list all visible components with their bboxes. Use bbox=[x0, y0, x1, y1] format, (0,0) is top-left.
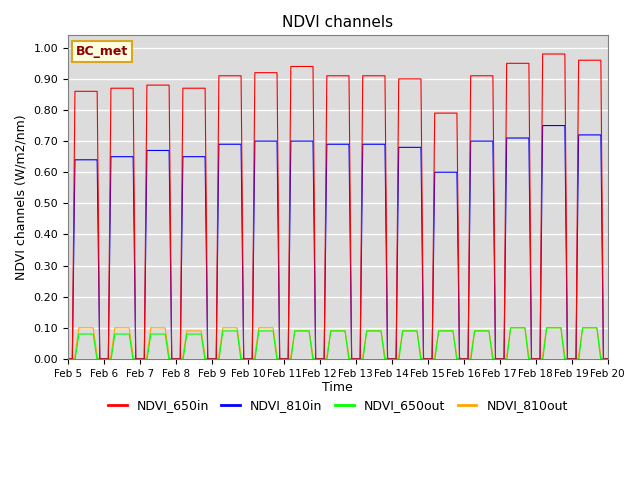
NDVI_650in bbox=[180, 85, 188, 91]
NDVI_650out bbox=[174, 356, 182, 362]
NDVI_810out bbox=[174, 356, 182, 362]
NDVI_810out bbox=[266, 325, 274, 331]
NDVI_650in bbox=[174, 356, 182, 362]
NDVI_810in bbox=[174, 356, 182, 362]
NDVI_650in bbox=[489, 73, 497, 79]
NDVI_650out bbox=[507, 325, 515, 331]
NDVI_810in bbox=[604, 356, 612, 362]
NDVI_810in bbox=[539, 123, 547, 129]
NDVI_810out bbox=[64, 356, 72, 362]
NDVI_650in bbox=[266, 70, 274, 75]
Line: NDVI_810out: NDVI_810out bbox=[68, 328, 608, 359]
Line: NDVI_650in: NDVI_650in bbox=[68, 54, 608, 359]
NDVI_650out bbox=[180, 354, 188, 360]
NDVI_810in bbox=[489, 138, 497, 144]
Text: BC_met: BC_met bbox=[76, 45, 129, 58]
NDVI_650out bbox=[412, 328, 420, 334]
NDVI_650out bbox=[64, 356, 72, 362]
NDVI_810out bbox=[602, 356, 610, 362]
NDVI_810in bbox=[266, 138, 274, 144]
NDVI_810out bbox=[604, 356, 612, 362]
NDVI_650out bbox=[604, 356, 612, 362]
NDVI_650in bbox=[602, 356, 610, 362]
NDVI_810in bbox=[180, 154, 188, 159]
NDVI_650in bbox=[412, 76, 420, 82]
NDVI_810in bbox=[412, 144, 420, 150]
NDVI_810out bbox=[180, 349, 188, 355]
NDVI_650out bbox=[602, 356, 610, 362]
Title: NDVI channels: NDVI channels bbox=[282, 15, 394, 30]
NDVI_650in bbox=[539, 51, 547, 57]
NDVI_810out bbox=[75, 325, 83, 331]
NDVI_650out bbox=[266, 328, 274, 334]
NDVI_810in bbox=[64, 356, 72, 362]
NDVI_650out bbox=[489, 356, 497, 362]
Line: NDVI_810in: NDVI_810in bbox=[68, 126, 608, 359]
NDVI_810in bbox=[602, 356, 610, 362]
NDVI_650in bbox=[64, 356, 72, 362]
NDVI_810out bbox=[412, 328, 420, 334]
Line: NDVI_650out: NDVI_650out bbox=[68, 328, 608, 359]
NDVI_650in bbox=[604, 356, 612, 362]
Y-axis label: NDVI channels (W/m2/nm): NDVI channels (W/m2/nm) bbox=[15, 114, 28, 280]
X-axis label: Time: Time bbox=[323, 382, 353, 395]
Legend: NDVI_650in, NDVI_810in, NDVI_650out, NDVI_810out: NDVI_650in, NDVI_810in, NDVI_650out, NDV… bbox=[103, 395, 573, 418]
NDVI_810out bbox=[489, 354, 497, 360]
